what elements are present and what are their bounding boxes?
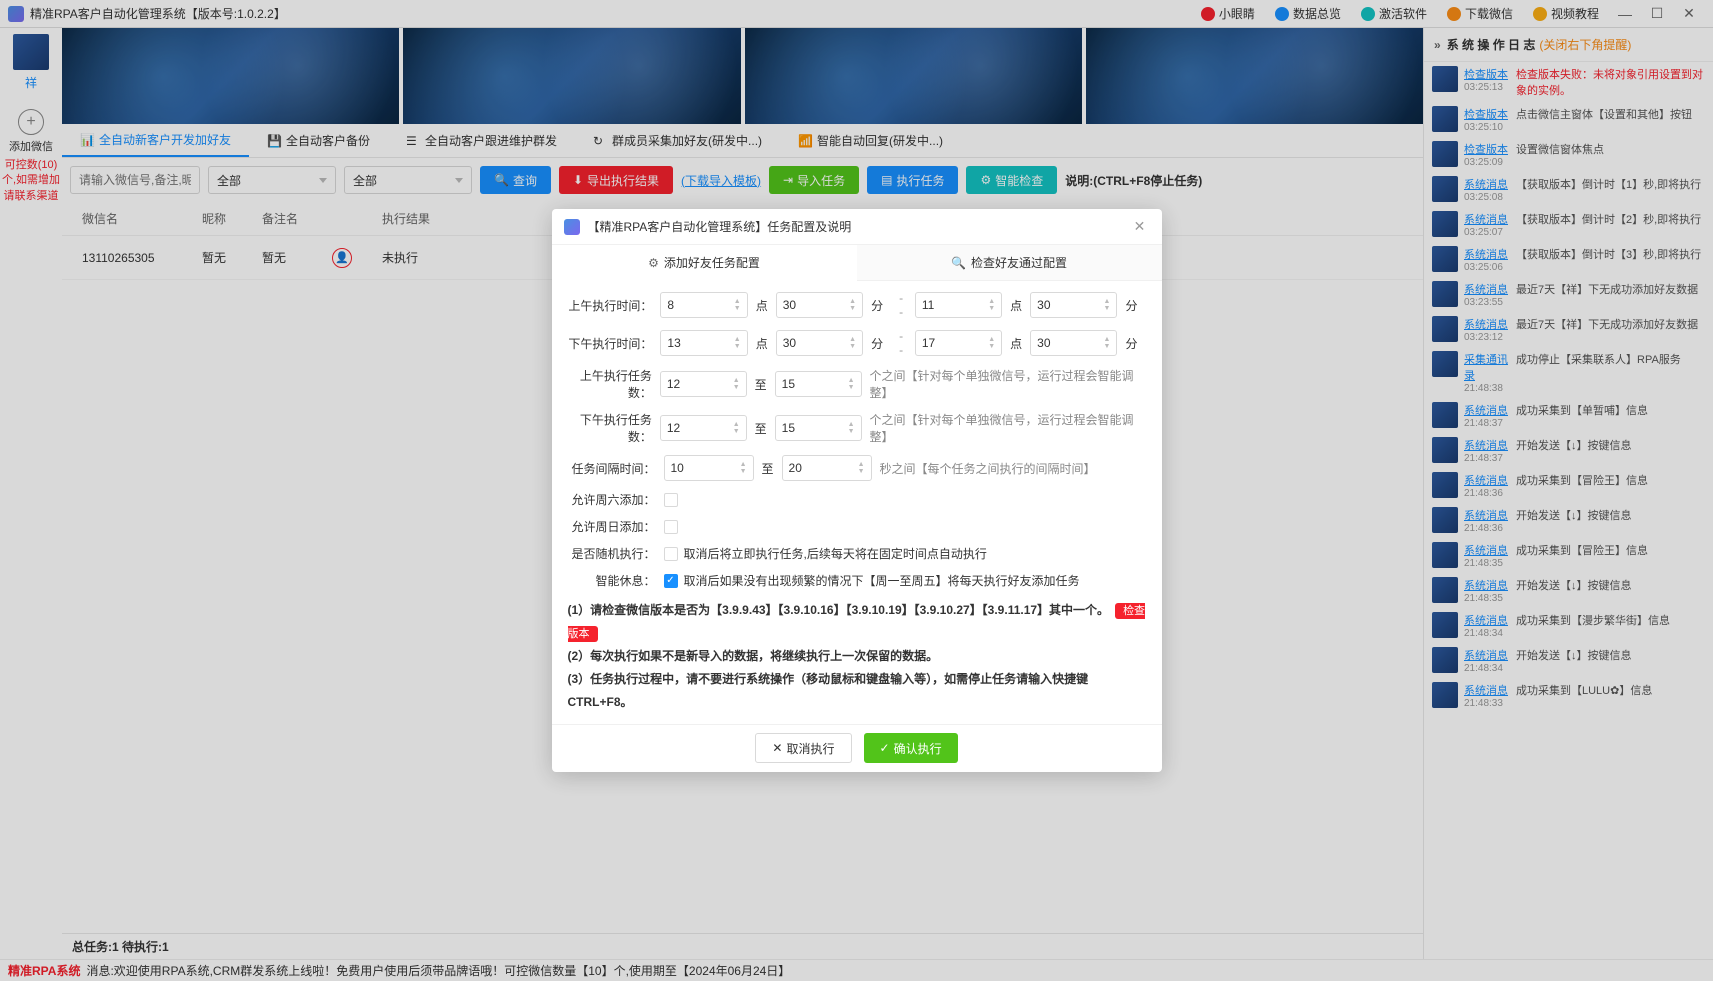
modal-tabs: ⚙添加好友任务配置 🔍检查好友通过配置 [552, 245, 1162, 281]
checkbox-sunday[interactable] [664, 520, 678, 534]
label-am-time: 上午执行时间： [568, 297, 653, 314]
modal-close-button[interactable]: ✕ [1130, 218, 1150, 235]
label-pm-time: 下午执行时间： [568, 335, 653, 352]
close-icon: ✕ [772, 741, 782, 755]
task-config-modal: 【精准RPA客户自动化管理系统】任务配置及说明 ✕ ⚙添加好友任务配置 🔍检查好… [552, 209, 1162, 771]
instructions: (1）请检查微信版本是否为【3.9.9.43】【3.9.10.16】【3.9.1… [568, 599, 1146, 713]
am-min-1[interactable]: 30▲▼ [776, 292, 863, 318]
pm-min-1[interactable]: 30▲▼ [776, 330, 863, 356]
pm-count-2[interactable]: 15▲▼ [775, 415, 862, 441]
checkbox-smart[interactable]: ✓ [664, 574, 678, 588]
am-hour-1[interactable]: 8▲▼ [660, 292, 747, 318]
am-hour-2[interactable]: 11▲▼ [915, 292, 1002, 318]
modal-header: 【精准RPA客户自动化管理系统】任务配置及说明 ✕ [552, 209, 1162, 245]
modal-tab-add[interactable]: ⚙添加好友任务配置 [552, 245, 857, 281]
checkbox-saturday[interactable] [664, 493, 678, 507]
pm-hour-1[interactable]: 13▲▼ [660, 330, 747, 356]
modal-mask: 【精准RPA客户自动化管理系统】任务配置及说明 ✕ ⚙添加好友任务配置 🔍检查好… [0, 0, 1713, 981]
am-min-2[interactable]: 30▲▼ [1030, 292, 1117, 318]
interval-1[interactable]: 10▲▼ [664, 455, 754, 481]
label-interval: 任务间隔时间： [568, 460, 656, 477]
am-count-1[interactable]: 12▲▼ [660, 371, 747, 397]
app-icon [564, 219, 580, 235]
checkbox-random[interactable] [664, 547, 678, 561]
label-am-count: 上午执行任务数： [568, 367, 652, 401]
confirm-button[interactable]: ✓确认执行 [864, 733, 958, 763]
check-icon: ✓ [880, 741, 890, 755]
pm-count-1[interactable]: 12▲▼ [660, 415, 747, 441]
modal-tab-check[interactable]: 🔍检查好友通过配置 [857, 245, 1162, 281]
interval-2[interactable]: 20▲▼ [782, 455, 872, 481]
pm-hour-2[interactable]: 17▲▼ [915, 330, 1002, 356]
label-pm-count: 下午执行任务数： [568, 411, 652, 445]
am-count-2[interactable]: 15▲▼ [775, 371, 862, 397]
modal-footer: ✕取消执行 ✓确认执行 [552, 724, 1162, 772]
cancel-button[interactable]: ✕取消执行 [755, 733, 851, 763]
search-icon: 🔍 [951, 256, 966, 270]
gear-icon: ⚙ [648, 256, 659, 270]
pm-min-2[interactable]: 30▲▼ [1030, 330, 1117, 356]
